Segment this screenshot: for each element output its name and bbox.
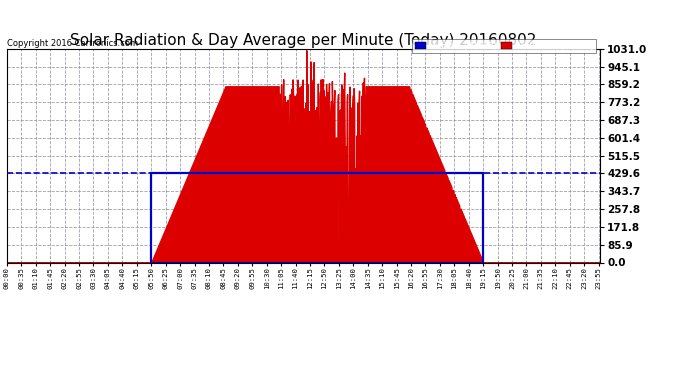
Title: Solar Radiation & Day Average per Minute (Today) 20160802: Solar Radiation & Day Average per Minute… [70, 33, 537, 48]
Bar [151, 173, 483, 262]
Text: Copyright 2016 Cartronics.com: Copyright 2016 Cartronics.com [8, 39, 139, 48]
Legend: Median (W/m2), Radiation (W/m2): Median (W/m2), Radiation (W/m2) [413, 39, 595, 53]
